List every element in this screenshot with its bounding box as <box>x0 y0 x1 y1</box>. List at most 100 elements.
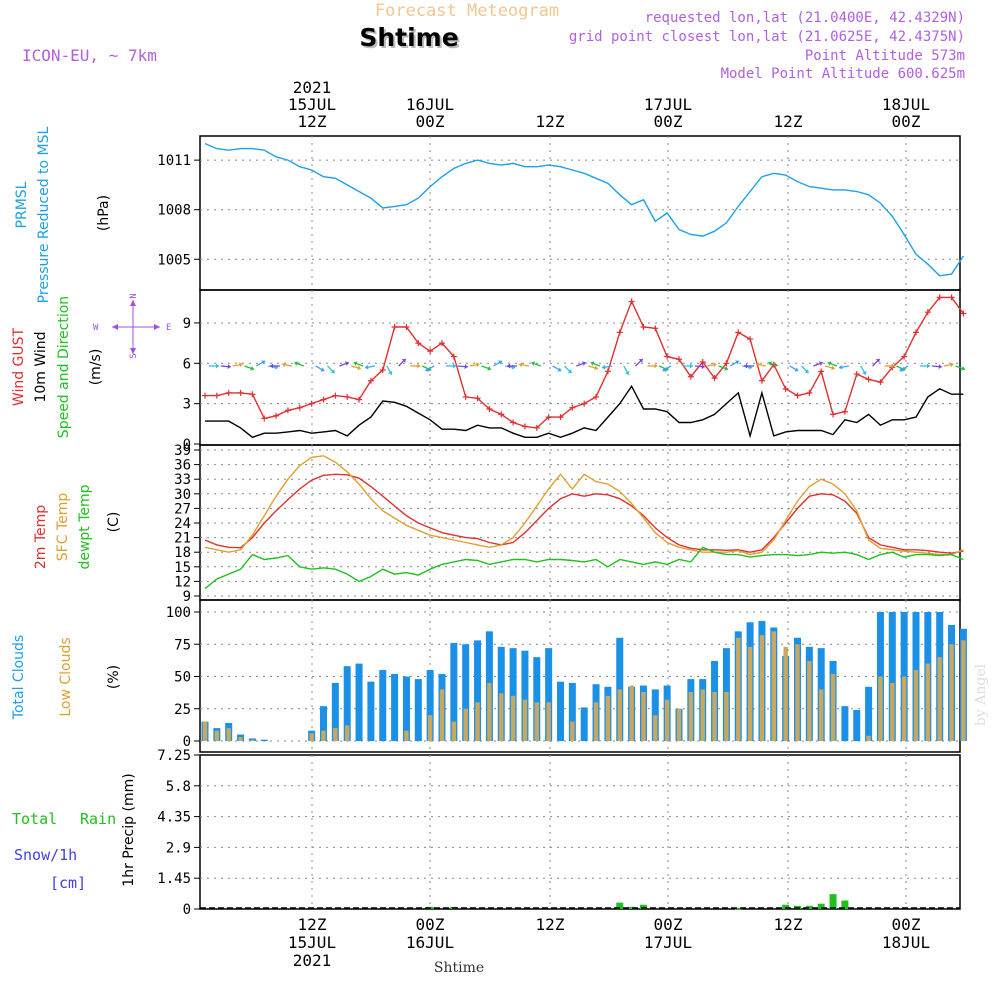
y-tick-label: 2.9 <box>166 840 191 856</box>
y-tick-label: 21 <box>174 531 191 547</box>
sfc-label: SFC Temp <box>55 493 71 562</box>
top-time-hour: 12Z <box>774 112 803 131</box>
wind-arrow-head <box>531 361 536 366</box>
series-line-prmsl <box>204 142 964 277</box>
wind-arrow-head <box>282 362 286 368</box>
wind-arrow-head <box>401 358 406 363</box>
wind-arrow-head <box>938 364 942 370</box>
y-tick-label: 50 <box>174 670 191 686</box>
low-cloud-bar <box>925 663 931 741</box>
footer-location: Shtime <box>434 960 484 976</box>
total-cloud-bar <box>260 739 268 741</box>
wind-unit: (m/s) <box>88 349 104 386</box>
rain-bar <box>616 902 624 909</box>
y-tick-label: 25 <box>174 702 191 718</box>
low-cloud-bar <box>451 721 457 741</box>
wind-arrow-head <box>250 366 254 371</box>
gust-point <box>735 329 742 336</box>
wind-arrow-head <box>261 360 266 365</box>
low-clouds-label: Low Clouds <box>58 637 74 716</box>
total-cloud-bar <box>533 657 541 741</box>
gust-point <box>948 294 955 301</box>
y-tick-label: 0 <box>183 734 191 750</box>
low-cloud-bar <box>629 685 634 741</box>
low-cloud-bar <box>712 691 717 741</box>
total-cloud-bar <box>248 738 256 741</box>
wind-arrow-head <box>487 366 491 371</box>
gust-point <box>261 415 268 422</box>
compass-n: N <box>129 293 139 298</box>
wind-arrow-head <box>453 363 456 369</box>
low-cloud-bar <box>676 708 682 741</box>
low-cloud-bar <box>427 715 433 741</box>
gust-point <box>913 329 919 336</box>
low-cloud-bar <box>653 715 658 741</box>
rain-bar <box>829 894 837 909</box>
wind-dir-label: Speed and Direction <box>56 296 72 438</box>
precip-snow-label: Snow/1h <box>14 846 77 864</box>
precip-total-label: Total <box>12 810 57 828</box>
wind-arrow-head <box>794 367 799 372</box>
wind-direction-arrows <box>209 358 966 375</box>
model-altitude: Model Point Altitude 600.625m <box>721 66 965 82</box>
gust-point <box>533 424 540 431</box>
low-cloud-bar <box>250 739 255 741</box>
gust-point <box>474 395 481 402</box>
low-cloud-bar <box>949 644 954 741</box>
wind-arrow-head <box>891 363 895 369</box>
low-cloud-bar <box>664 699 670 741</box>
total-cloud-bar <box>568 682 576 741</box>
bottom-time-hour: 12Z <box>298 915 327 934</box>
top-time-date: 17JUL <box>644 95 692 114</box>
low-cloud-bar <box>736 637 741 741</box>
total-cloud-bar <box>557 681 564 741</box>
t2m-label: 2m Temp <box>33 505 49 569</box>
bottom-time-year: 2021 <box>293 951 332 970</box>
gust-point <box>510 419 517 426</box>
wind-arrow-head <box>602 364 606 370</box>
gust-point <box>818 368 825 375</box>
top-time-date: 16JUL <box>406 95 454 114</box>
y-tick-label: 7.25 <box>157 748 191 764</box>
forecast-title: Forecast Meteogram <box>375 1 559 21</box>
low-cloud-bar <box>807 661 812 741</box>
gust-point <box>865 376 872 383</box>
wind-arrow-head <box>735 360 740 365</box>
bottom-time-hour: 12Z <box>536 915 565 934</box>
low-cloud-bar <box>522 699 528 741</box>
wind-arrow-head <box>345 361 349 366</box>
y-tick-label: 36 <box>174 458 191 474</box>
wind-panel-frame <box>199 289 961 446</box>
total-cloud-bar <box>841 706 849 741</box>
bottom-time-hour: 00Z <box>416 915 445 934</box>
point-altitude: Point Altitude 573m <box>805 48 965 64</box>
total-cloud-bar <box>391 673 399 741</box>
gust-point <box>901 353 908 360</box>
wind-arrow-head <box>690 363 693 369</box>
wind-arrow-head <box>819 361 823 366</box>
low-cloud-bar <box>202 721 208 741</box>
total-cloud-bar <box>343 666 351 741</box>
gust-point <box>687 373 694 380</box>
low-cloud-bar <box>759 635 765 741</box>
gust-point <box>273 412 280 419</box>
wind-arrow-head <box>417 363 421 369</box>
wind-arrow-head <box>425 367 430 372</box>
low-cloud-bar <box>724 691 729 741</box>
wind-compass: W E N S <box>93 293 171 358</box>
wind-label: 10m Wind <box>33 331 49 402</box>
gust-label: Wind GUST <box>11 327 27 406</box>
gust-point <box>344 393 351 400</box>
wind-arrow-head <box>239 362 243 368</box>
wind-arrow-head <box>320 367 325 372</box>
wind-arrow-head <box>638 358 643 363</box>
gust-point <box>806 389 813 396</box>
gust-point <box>853 371 860 378</box>
wind-arrow-head <box>357 365 361 371</box>
wind-arrow-head <box>216 363 219 369</box>
series-line-dewpt-temp <box>204 546 964 590</box>
total-cloud-bar <box>521 650 529 741</box>
gust-point <box>936 294 943 301</box>
